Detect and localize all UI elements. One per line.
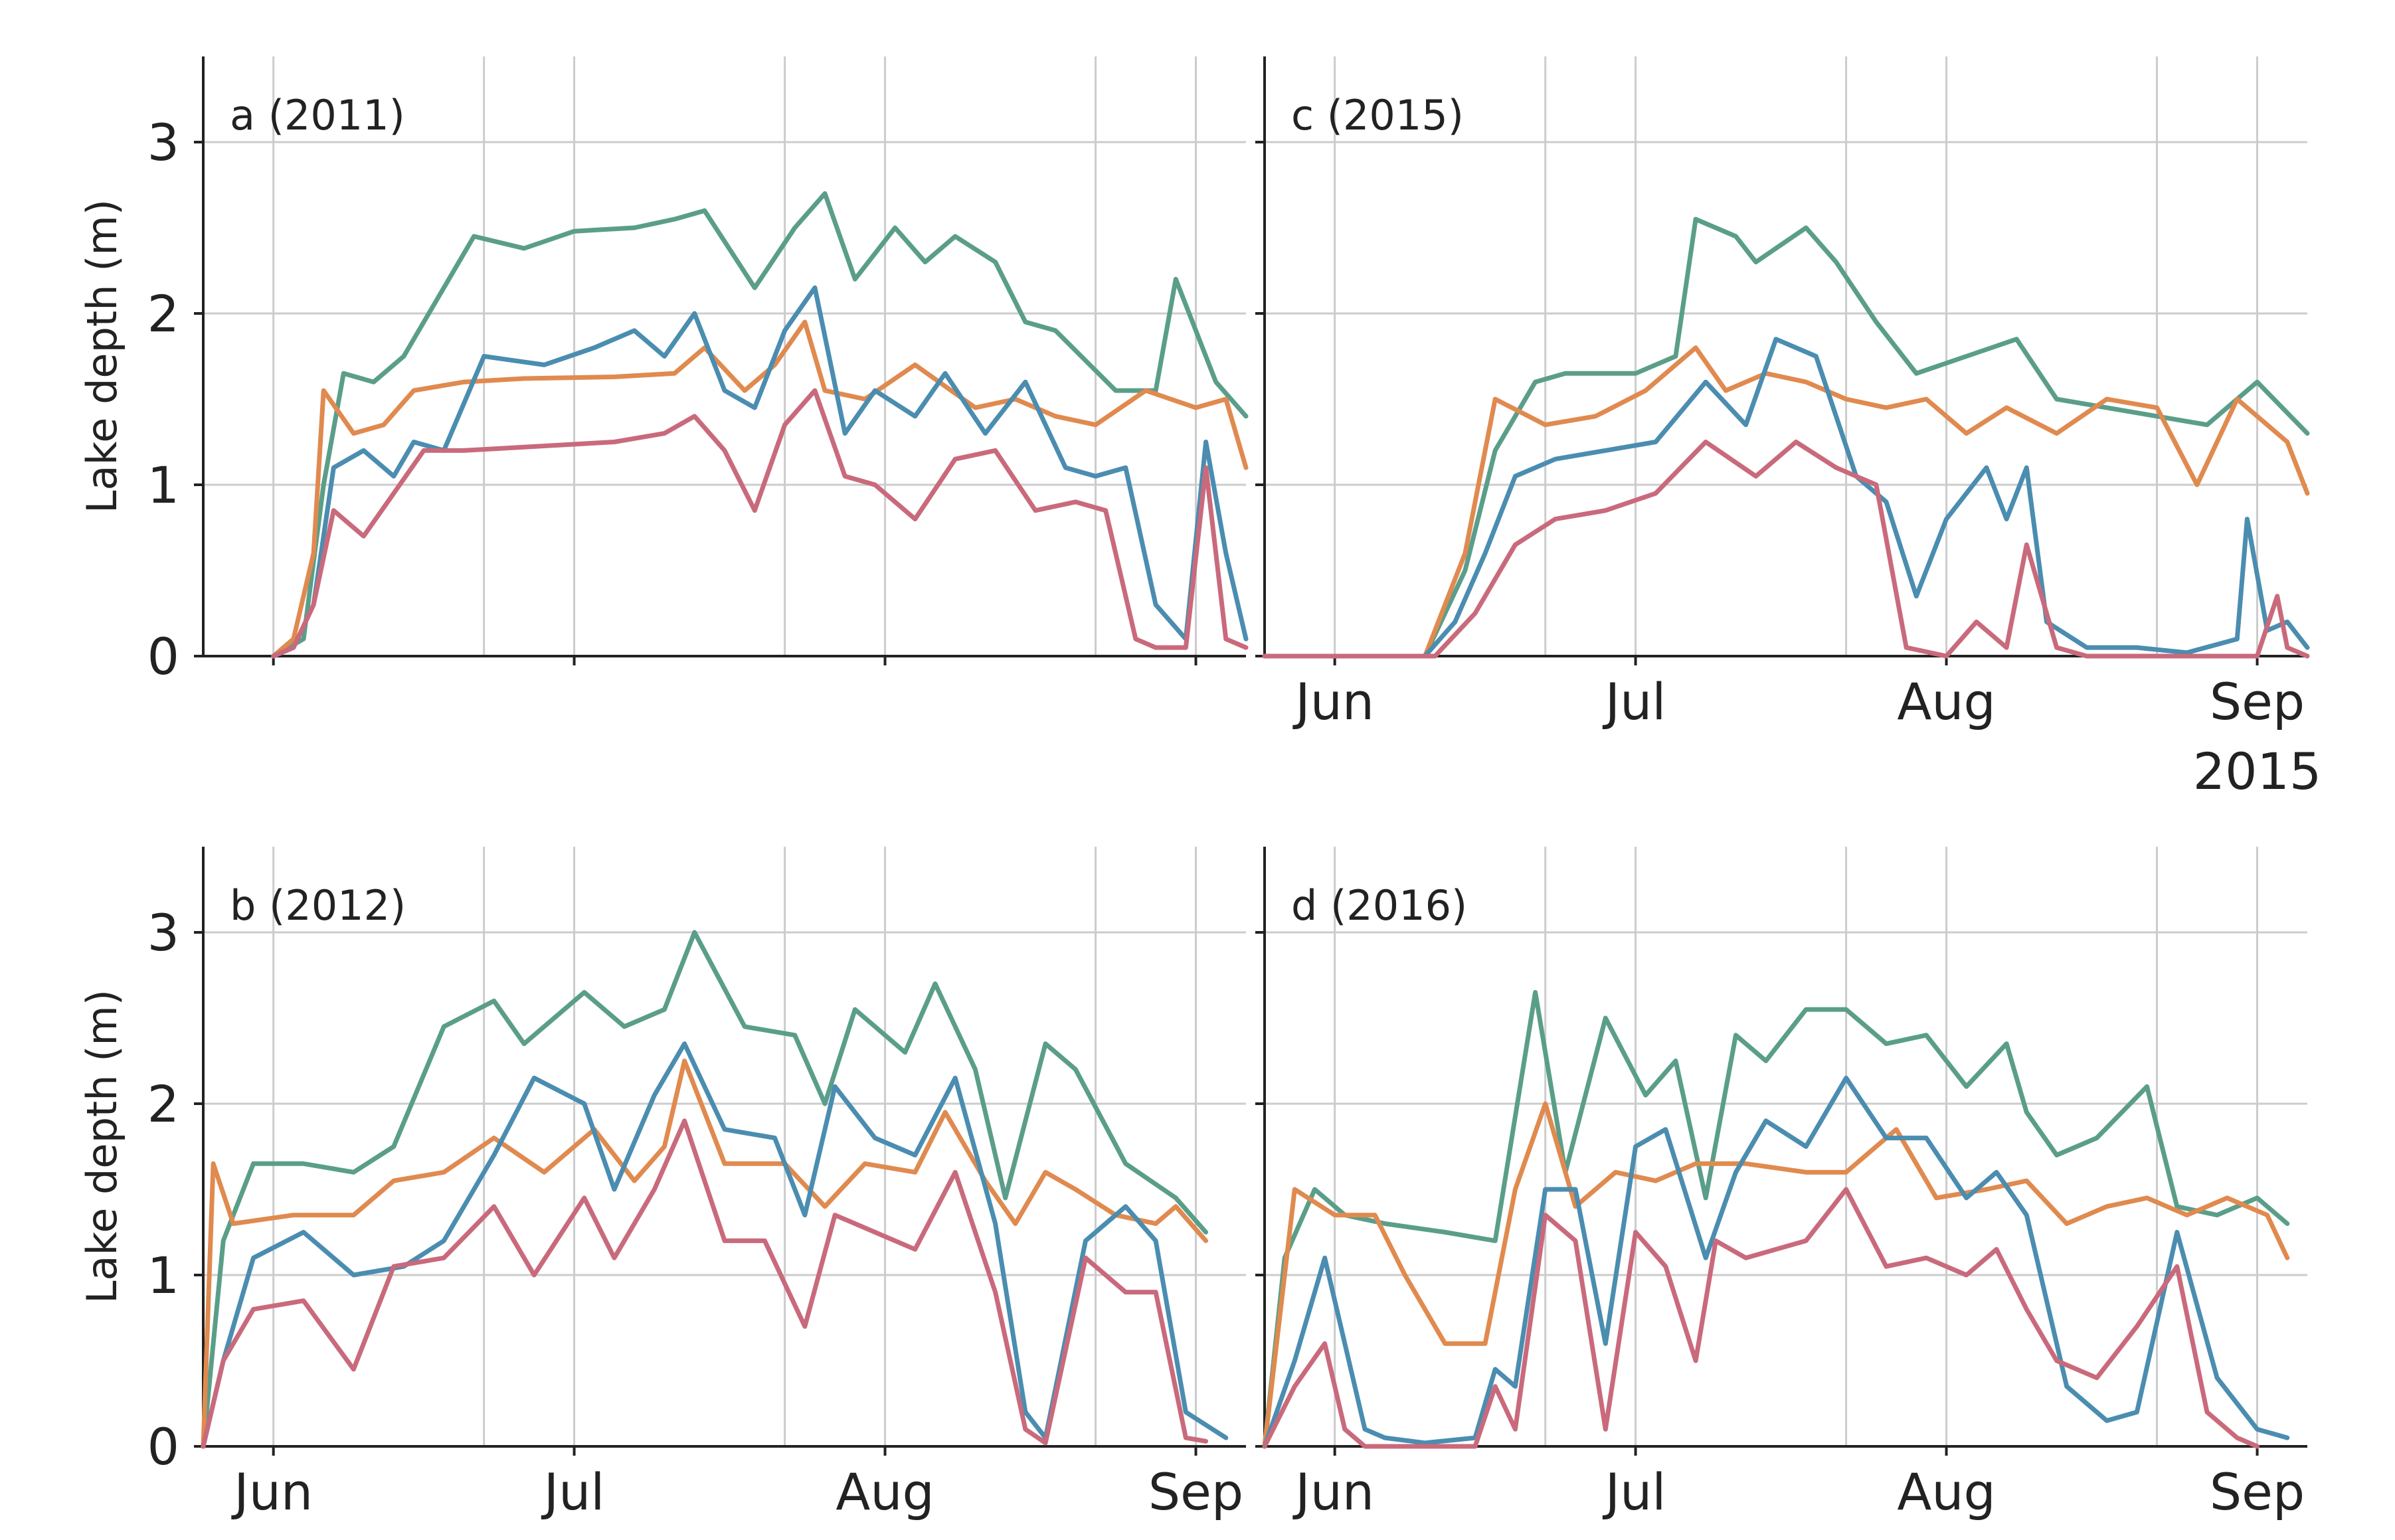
series-line-3 [1262,1075,2290,1449]
y-tick-label: 2 [147,1074,179,1134]
panel-label: c (2015) [1291,91,1464,139]
y-tick-label: 1 [147,1246,179,1305]
x-tick-label: Jul [1603,1462,1666,1521]
x-tick-label: Jun [1292,672,1374,731]
x-tick-label: Jun [1292,1462,1374,1521]
gridlines [203,56,1246,656]
gridlines [1265,56,2307,656]
panel-label: b (2012) [230,881,406,930]
y-tick-label: 0 [147,1417,179,1476]
panel-label: d (2016) [1291,881,1467,930]
y-axis-label: Lake depth (m) [78,989,126,1304]
y-axis-label: Lake depth (m) [78,199,126,513]
x-tick-label: Aug [1897,1462,1995,1521]
series-line-4 [271,388,1249,659]
gridlines [203,847,1246,1446]
x-tick-label: Sep [1148,1462,1243,1521]
axes-spine [1263,56,2307,657]
y-tick-label: 2 [147,284,179,343]
series-line-3 [201,1041,1229,1449]
series-line-4 [201,1118,1209,1449]
series-line-1 [271,191,1249,659]
panel-d-2016: d (2016) Jun Jul Aug Sep [1255,847,2307,1521]
x-tick-label: Jul [541,1462,605,1521]
y-tick-label: 3 [147,113,179,172]
panel-label: a (2011) [230,91,405,139]
series-line-1 [1262,989,2290,1449]
panel-c-2015: c (2015) 2015 Jun Jul Aug Sep [1255,56,2321,801]
series-line-4 [1262,1187,2260,1449]
series-line-1 [1262,216,2310,659]
series-line-3 [1262,337,2310,659]
series-line-1 [201,930,1209,1449]
y-tick-label: 1 [147,456,179,515]
series-line-2 [1262,345,2310,659]
series-line-2 [271,319,1249,659]
x-tick-label: Jul [1603,672,1666,731]
series-line-2 [1262,1101,2290,1449]
panel-b-2012: b (2012) 0 1 2 3 Jun Jul Aug Sep [147,847,1246,1521]
x-tick-label: Aug [1897,672,1995,731]
y-tick-label: 3 [147,903,179,962]
series-line-4 [1262,440,2310,659]
gridlines [1265,847,2307,1446]
x-tick-label: Jun [231,1462,313,1521]
x-axis-year-label: 2015 [2193,742,2321,801]
x-tick-label: Aug [836,1462,934,1521]
series-line-2 [201,1059,1209,1449]
x-tick-label: Sep [2210,1462,2305,1521]
x-tick-label: Sep [2210,672,2305,731]
series-line-3 [271,285,1249,659]
y-tick-label: 0 [147,627,179,686]
axes-spine [202,56,1246,657]
panel-a-2011: a (2011) 0 1 2 3 [147,56,1249,686]
